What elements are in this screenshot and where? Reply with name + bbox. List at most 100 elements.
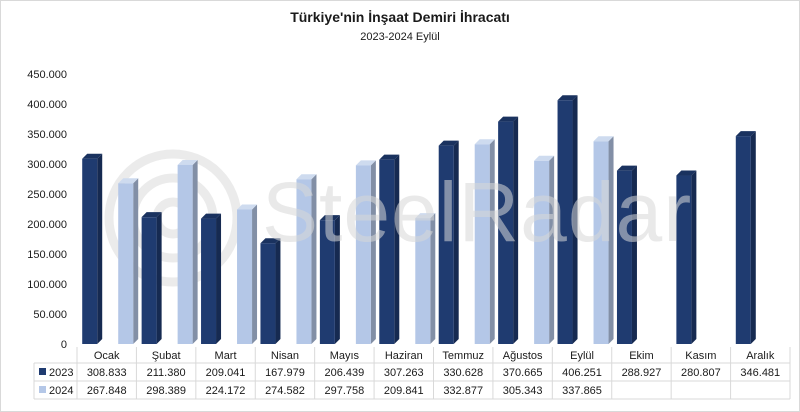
bar-top [438,140,459,146]
data-label: 308.833 [87,367,127,379]
x-tick-label: Kasım [685,350,716,362]
data-label: 346.481 [740,367,780,379]
bar-top [177,159,198,165]
bar-side [453,140,459,344]
bar-side [334,215,340,344]
bar-front [676,175,692,344]
bar-top [474,139,495,145]
legend-key-2024 [39,386,46,393]
bar-top [676,170,697,176]
bar-2023-Kasım [676,170,697,344]
bar-2023-Aralık [735,131,756,344]
bar-front [438,145,454,344]
x-tick-label: Nisan [271,350,299,362]
bar-front [534,160,550,344]
data-label: 209.841 [384,385,424,397]
bar-front [177,164,193,344]
bar-front [355,165,371,344]
bar-front [237,209,253,344]
bar-2024-Nisan [296,174,317,344]
y-tick-label: 250.000 [27,189,67,201]
bar-front [379,159,395,344]
data-label: 305.343 [503,385,543,397]
bar-top [237,204,258,210]
bar-2023-Ekim [616,165,637,344]
bar-top [201,213,222,219]
x-tick-label: Aralık [746,350,775,362]
bar-top [141,212,162,218]
chart-subtitle: 2023-2024 Eylül [360,31,440,43]
watermark-text: SteelRadar [262,165,693,259]
x-tick-label: Mart [215,350,237,362]
x-tick-label: Ocak [94,350,120,362]
y-tick-label: 300.000 [27,159,67,171]
bar-2024-Temmuz [474,139,495,344]
y-tick-label: 200.000 [27,219,67,231]
data-label: 298.389 [146,385,186,397]
bar-front [319,220,335,344]
bar-top [296,174,317,180]
x-tick-label: Temmuz [442,350,484,362]
data-label: 370.665 [503,367,543,379]
data-label: 211.380 [147,367,186,379]
data-label: 297.758 [324,385,364,397]
bar-front [415,218,431,344]
bar-side [549,155,555,344]
bar-top [616,165,637,171]
data-label: 224.172 [206,385,246,397]
bar-side [691,170,697,344]
bar-top [82,153,103,159]
bar-front [616,170,632,344]
data-label: 267.848 [87,385,127,397]
x-tick-label: Ağustos [503,350,543,362]
bar-front [498,121,514,344]
bar-top [260,238,281,244]
bar-side [192,159,198,344]
bar-2024-Ocak [118,178,139,344]
bar-2024-Eylül [593,136,614,344]
bar-top [319,215,340,221]
bar-2024-Mart [237,204,258,344]
bar-side [631,165,637,344]
bar-front [557,100,573,345]
data-label: 167.979 [265,367,305,379]
bar-2023-Eylül [557,95,578,345]
legend-label-2024: 2024 [49,385,73,397]
bar-side [394,154,400,344]
bar-side [275,238,281,344]
legend-label-2023: 2023 [49,367,73,379]
chart-title: Türkiye'nin İnşaat Demiri İhracatı [290,9,510,25]
bar-2024-Şubat [177,159,198,344]
bar-side [156,212,162,344]
bar-side [489,139,495,344]
data-label: 288.927 [622,367,662,379]
bar-top [735,131,756,137]
bar-top [355,160,376,166]
bar-side [750,131,756,344]
bar-top [593,136,614,142]
bar-front [474,144,490,344]
data-label: 209.041 [206,367,246,379]
bar-side [430,213,436,344]
bar-2023-Temmuz [438,140,459,344]
bar-top [557,95,578,101]
x-tick-label: Şubat [152,350,181,362]
bar-2023-Mart [201,213,222,344]
bar-front [82,158,98,344]
bar-side [252,204,258,344]
data-label: 337.865 [562,385,602,397]
bar-2023-Mayıs [319,215,340,344]
bar-front [296,179,312,344]
data-label: 330.628 [443,367,483,379]
data-label: 332.877 [443,385,483,397]
x-tick-label: Eylül [570,350,594,362]
x-tick-label: Ekim [629,350,653,362]
y-tick-label: 150.000 [27,249,67,261]
data-label: 280.807 [681,367,721,379]
bar-side [97,153,103,344]
bar-2023-Haziran [379,154,400,344]
bar-top [379,154,400,160]
bar-top [415,213,436,219]
bar-2024-Mayıs [355,160,376,344]
